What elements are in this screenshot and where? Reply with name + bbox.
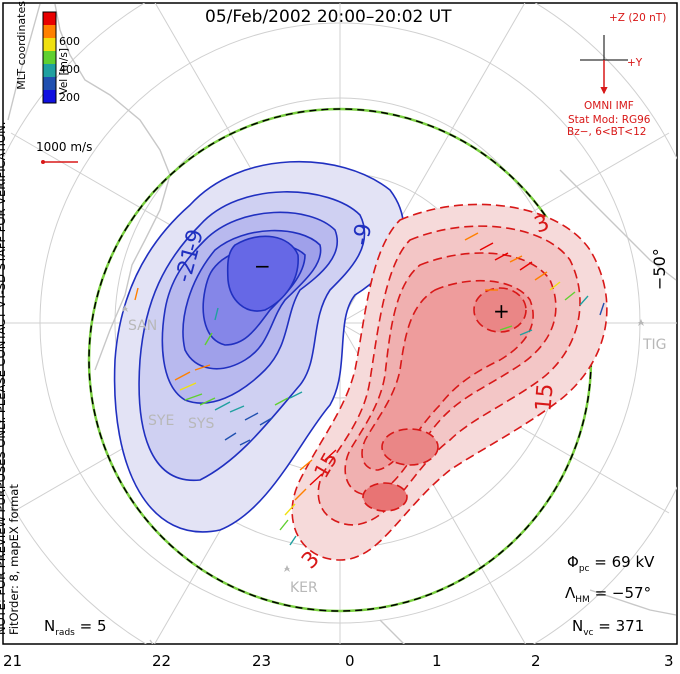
- contour-label-dawn-right: 15: [531, 382, 559, 413]
- radar-station-markers: [122, 305, 644, 572]
- latitude-label: −50°: [650, 248, 669, 290]
- cross-polar-potential: Φpc = 69 kV: [567, 553, 655, 574]
- velocity-tick-400: 400: [59, 63, 80, 76]
- mlt-hour-0: 0: [345, 652, 355, 670]
- velocity-color-swatch: [43, 90, 56, 103]
- station-san: SAN: [128, 318, 158, 334]
- n-rads-value: = 5: [79, 617, 107, 635]
- hm-boundary-latitude: ΛHM = −57°: [565, 584, 652, 605]
- velocity-vectors-dusk: [134, 287, 303, 446]
- mlt-hour-21: 21: [3, 652, 23, 670]
- velocity-color-swatch: [43, 51, 56, 64]
- dusk-convection-cell: [113, 160, 405, 533]
- note-fit-order: FitOrder: 8, mapEX format: [7, 484, 21, 635]
- velocity-color-swatch: [43, 25, 56, 38]
- reference-vector: [41, 160, 78, 164]
- velocity-color-scale-border: [42, 11, 57, 104]
- mlt-hour-1: 1: [432, 652, 442, 670]
- velocity-tick-200: 200: [59, 91, 80, 104]
- imf-z-label: +Z (20 nT): [609, 12, 667, 24]
- dawn-convection-cell: [291, 203, 608, 561]
- phi-pc-value: = 69 kV: [594, 553, 655, 571]
- station-sye: SYE: [148, 413, 175, 429]
- velocity-color-swatch: [43, 38, 56, 51]
- mlt-hour-22: 22: [152, 652, 172, 670]
- velocity-vectors-dawn: [279, 232, 605, 546]
- potential-minimum-marker: −: [254, 254, 271, 278]
- map-title: 05/Feb/2002 20:00–20:02 UT: [205, 7, 452, 27]
- coordinate-system-label: MLT coordinates: [15, 1, 28, 90]
- velocity-tick-600: 600: [59, 35, 80, 48]
- n-vc-value: = 371: [598, 617, 645, 635]
- velocity-color-swatch: [43, 12, 56, 25]
- preview-note: NOTE: FOR PREVIEW PURPOSES ONLY. PLEASE …: [0, 0, 21, 635]
- imf-clock-dial: [580, 35, 628, 95]
- reference-vector-label: 1000 m/s: [36, 140, 93, 154]
- mlt-hour-23: 23: [252, 652, 272, 670]
- lambda-hm-value: = −57°: [594, 584, 652, 602]
- station-sys: SYS: [188, 416, 215, 432]
- mlt-hour-2: 2: [531, 652, 541, 670]
- velocity-color-scale: [42, 11, 57, 104]
- imf-model: Stat Mod: RG96: [568, 114, 651, 126]
- velocity-color-swatch: [43, 64, 56, 77]
- coastlines: [7, 3, 677, 644]
- radar-count: Nrads = 5: [44, 617, 107, 638]
- imf-condition: Bz−, 6<BT<12: [567, 126, 647, 138]
- vector-count: Nvc = 371: [572, 617, 645, 638]
- station-tig: TIG: [643, 337, 667, 353]
- velocity-color-swatch: [43, 77, 56, 90]
- imf-y-label: +Y: [627, 57, 643, 69]
- station-ker: KER: [290, 580, 318, 596]
- contour-label-dusk-right: -9: [348, 221, 378, 248]
- imf-source: OMNI IMF: [584, 100, 634, 112]
- mlt-hour-3: 3: [664, 652, 674, 670]
- potential-maximum-marker: +: [493, 299, 510, 323]
